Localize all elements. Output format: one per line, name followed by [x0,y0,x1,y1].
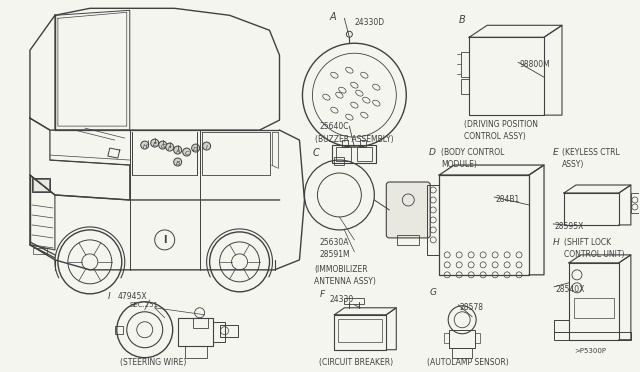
Text: (STEERING WIRE): (STEERING WIRE) [120,358,186,367]
Text: H: H [142,144,147,148]
Bar [193,318,207,328]
Text: E: E [153,142,157,147]
Bar [220,325,237,337]
Bar [33,248,47,254]
Text: (KEYLESS CTRL: (KEYLESS CTRL [562,148,620,157]
Text: 28540X: 28540X [555,285,584,294]
Bar [342,140,348,147]
Text: D: D [193,147,198,151]
Circle shape [173,158,182,166]
Circle shape [151,139,159,147]
Bar [564,193,619,225]
Text: CONTROL ASSY): CONTROL ASSY) [464,132,526,141]
Text: I: I [108,292,111,301]
Bar [360,140,366,147]
Bar [334,315,387,350]
Bar [115,326,123,334]
Circle shape [141,141,148,149]
Bar [185,346,207,358]
Bar [334,157,344,165]
Text: >P5300P: >P5300P [574,348,606,354]
Bar [332,145,376,163]
Circle shape [159,141,166,149]
Circle shape [173,146,182,154]
Text: CONTROL UNIT): CONTROL UNIT) [564,250,625,259]
Bar [32,178,50,192]
Text: (DRIVING POSITION: (DRIVING POSITION [464,120,538,129]
FancyBboxPatch shape [387,182,430,238]
Text: E: E [553,148,559,157]
Bar [574,298,614,318]
Bar [397,235,419,245]
Bar [449,330,475,348]
Text: 25640C: 25640C [319,122,349,131]
Bar [212,322,225,342]
Circle shape [182,148,191,156]
Text: ANTENNA ASSY): ANTENNA ASSY) [314,277,376,286]
Bar [452,348,472,358]
Bar [344,298,364,304]
Text: 28595X: 28595X [554,222,584,231]
Circle shape [203,142,211,150]
Circle shape [166,143,173,151]
Text: (SHIFT LOCK: (SHIFT LOCK [564,238,611,247]
Text: MODULE): MODULE) [441,160,477,169]
Text: (IMMOBILIZER: (IMMOBILIZER [314,265,368,274]
Text: F: F [319,290,324,299]
Circle shape [191,144,200,152]
Text: H: H [553,238,560,247]
Bar [33,179,49,191]
Text: (CIRCUIT BREAKER): (CIRCUIT BREAKER) [319,358,394,367]
Text: C: C [312,148,319,158]
Bar [461,52,469,77]
Text: 24330D: 24330D [355,18,385,27]
Text: G: G [160,144,165,148]
Bar [339,319,382,342]
Text: (BODY CONTROL: (BODY CONTROL [441,148,504,157]
Bar [631,193,639,213]
Text: SEC.251: SEC.251 [130,302,159,308]
Bar [554,332,631,340]
Bar [569,263,619,340]
Bar [439,175,529,275]
Text: G: G [429,288,436,297]
Text: ASSY): ASSY) [562,160,584,169]
Text: 24330: 24330 [330,295,354,304]
Text: I: I [205,145,207,150]
Bar [337,147,351,161]
Bar [475,333,480,343]
Bar [428,185,439,255]
Bar [444,333,449,343]
Text: D: D [429,148,436,157]
Bar [461,79,469,94]
Text: C: C [184,151,189,155]
Text: 47945X: 47945X [118,292,147,301]
Text: 28578: 28578 [459,303,483,312]
Text: A: A [175,148,180,154]
Bar [469,37,544,115]
Text: 25630A: 25630A [319,238,349,247]
Bar [178,318,212,346]
Bar [357,147,372,161]
Text: (BUZZER ASSEMBLY): (BUZZER ASSEMBLY) [316,135,394,144]
Text: B: B [459,15,466,25]
Text: (AUTOLAMP SENSOR): (AUTOLAMP SENSOR) [428,358,509,367]
Text: 98800M: 98800M [519,60,550,69]
Text: I: I [163,235,166,245]
Text: B: B [175,161,180,166]
Text: A: A [330,12,336,22]
Bar [554,320,569,332]
Text: 284B1: 284B1 [495,195,519,204]
Text: F: F [168,145,172,151]
Text: 28591M: 28591M [319,250,350,259]
